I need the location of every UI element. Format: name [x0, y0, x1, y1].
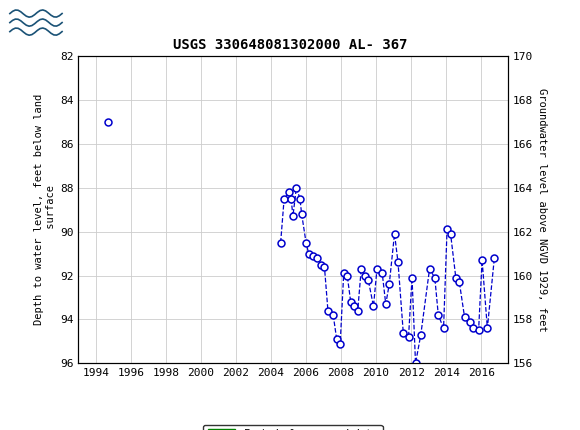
- Y-axis label: Groundwater level above NGVD 1929, feet: Groundwater level above NGVD 1929, feet: [536, 88, 547, 332]
- FancyBboxPatch shape: [7, 6, 65, 40]
- Bar: [276, 368, 502, 376]
- Text: USGS: USGS: [74, 15, 121, 30]
- Text: USGS 330648081302000 AL- 367: USGS 330648081302000 AL- 367: [173, 38, 407, 52]
- Y-axis label: Depth to water level, feet below land
 surface: Depth to water level, feet below land su…: [34, 94, 56, 325]
- Legend: Period of approved data: Period of approved data: [203, 424, 383, 430]
- Bar: [103, 368, 113, 376]
